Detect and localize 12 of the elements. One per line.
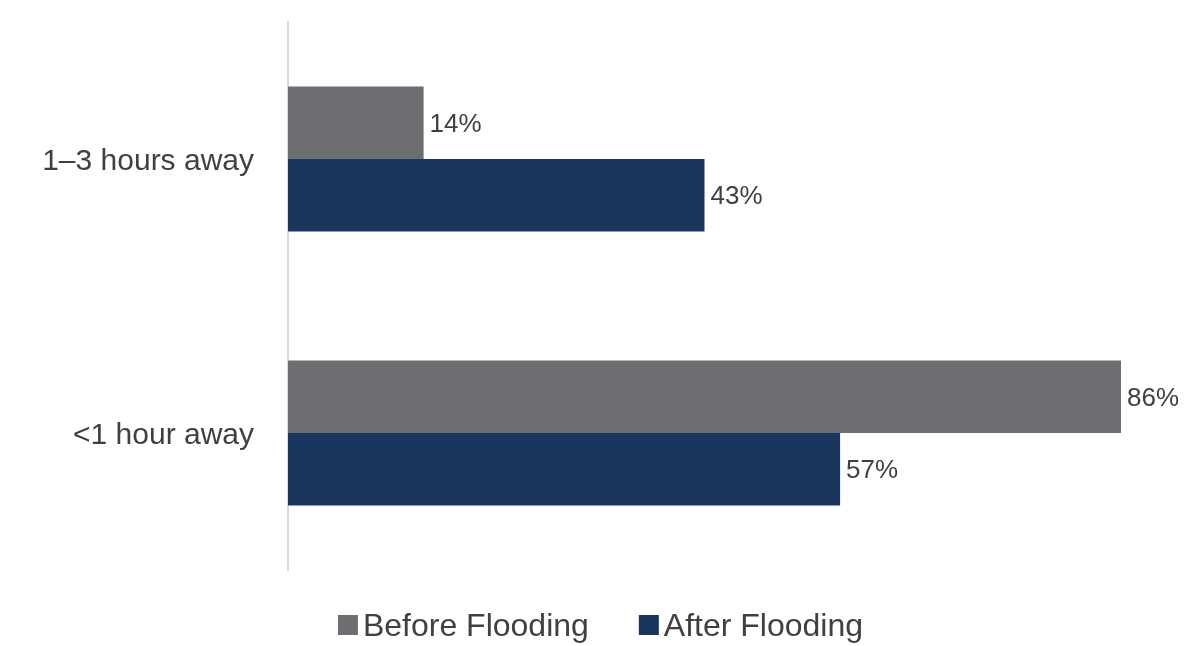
data-label: 14% [429,107,482,138]
data-label: 43% [710,180,763,211]
bar [288,360,1121,433]
bar [288,159,705,232]
bar [288,433,841,506]
data-label: 86% [1127,381,1180,412]
legend-label: After Flooding [663,607,864,643]
legend-label: Before Flooding [362,607,589,643]
y-tick-label: <1 hour away [73,416,254,450]
bar [288,86,424,159]
y-tick-label: 1–3 hours away [42,142,254,176]
data-label: 57% [846,454,899,485]
